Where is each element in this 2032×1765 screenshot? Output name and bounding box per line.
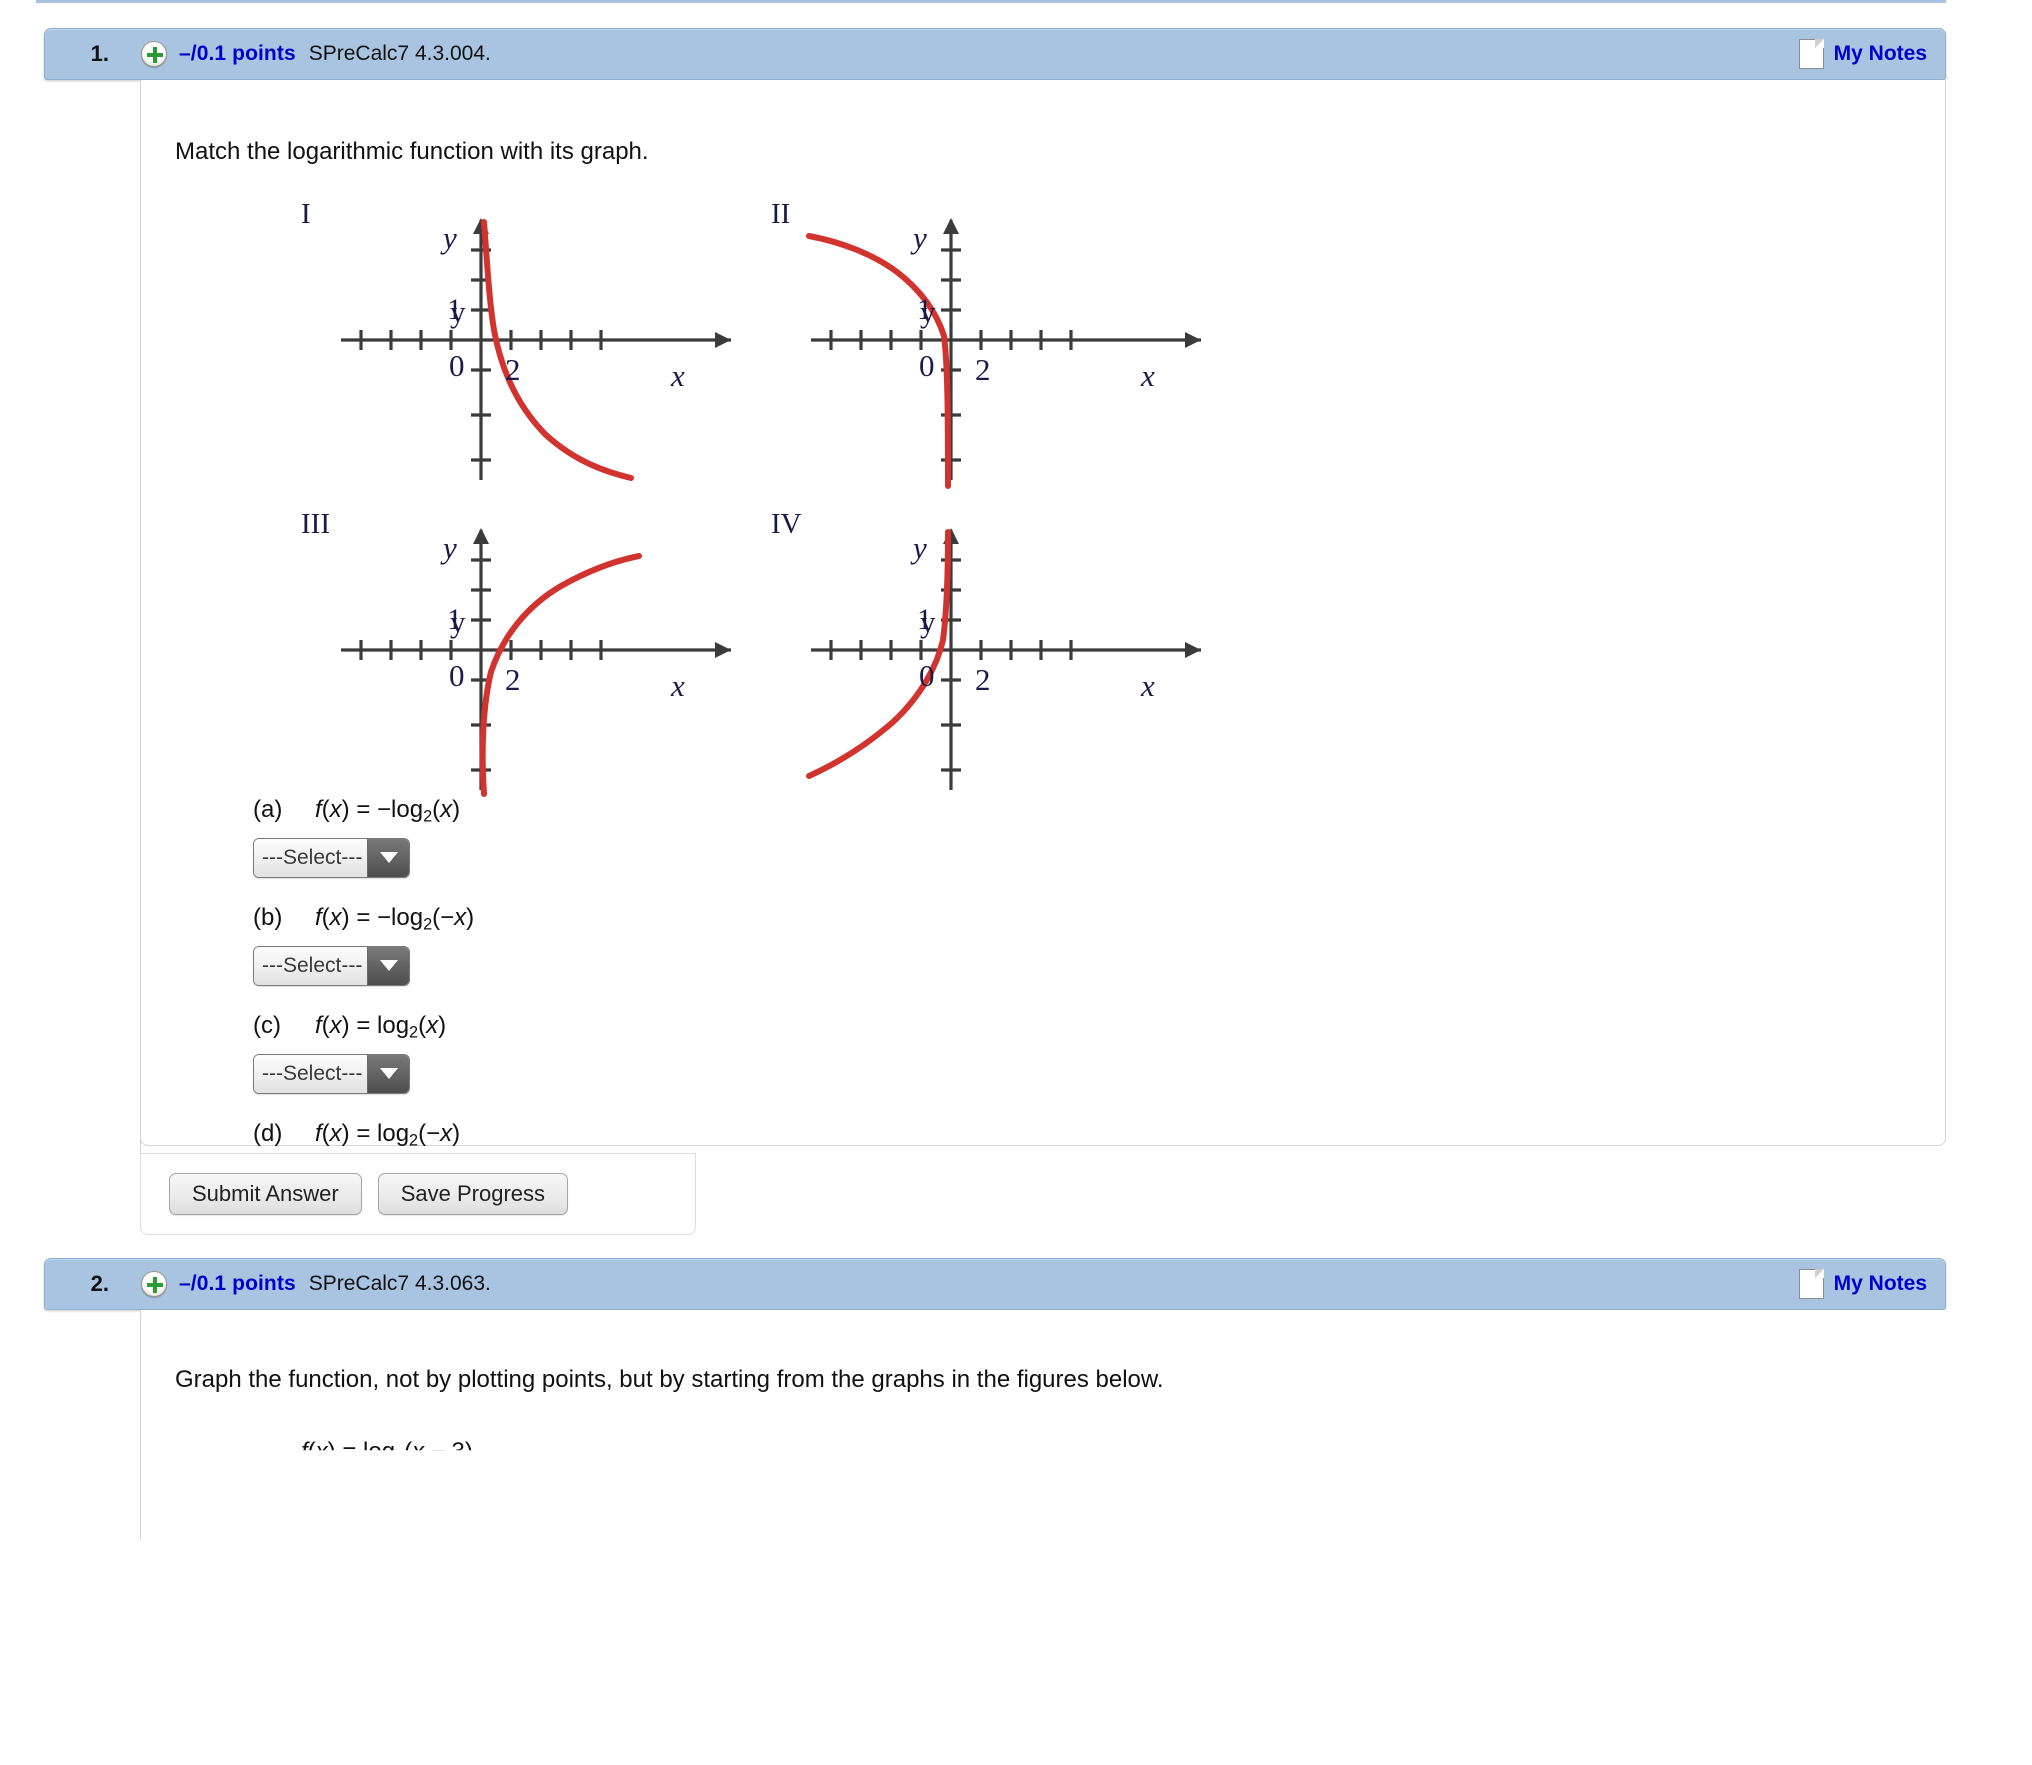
question-header-2: 2. –/0.1 points SPreCalc7 4.3.063. My No… bbox=[44, 1258, 1946, 1310]
graph-svg-I: y 0 y 1 1 1 2 x bbox=[341, 218, 731, 481]
question-prompt: Match the logarithmic function with its … bbox=[175, 138, 649, 165]
my-notes-button[interactable]: My Notes bbox=[1798, 1269, 1927, 1299]
answer-a-letter: (a) bbox=[253, 796, 283, 823]
exercise-code: SPreCalc7 4.3.063. bbox=[308, 1272, 491, 1295]
graph-II-y-axis-label: y bbox=[913, 220, 927, 255]
chevron-down-icon bbox=[367, 1054, 409, 1093]
svg-text:1: 1 bbox=[917, 603, 932, 636]
svg-text:x: x bbox=[1140, 358, 1155, 393]
svg-text:y: y bbox=[920, 604, 936, 639]
answer-a-select-value: ---Select--- bbox=[254, 838, 367, 877]
svg-text:2: 2 bbox=[975, 662, 991, 697]
answer-b-letter: (b) bbox=[253, 904, 283, 931]
svg-text:0: 0 bbox=[919, 348, 935, 383]
answer-c-letter: (c) bbox=[253, 1012, 281, 1039]
svg-text:x: x bbox=[670, 668, 685, 703]
question-number: 2. bbox=[90, 1271, 109, 1296]
svg-text:2: 2 bbox=[505, 662, 521, 697]
answer-item-b: (b) f(x) = −log2(−x) ---Select--- bbox=[253, 904, 474, 986]
answer-d-letter: (d) bbox=[253, 1120, 283, 1147]
my-notes-label: My Notes bbox=[1833, 1272, 1927, 1295]
graph-figures: I bbox=[291, 190, 1351, 800]
svg-text:y: y bbox=[450, 294, 466, 329]
graph-label-II: II bbox=[771, 198, 791, 230]
top-rule bbox=[36, 0, 1946, 3]
expand-plus-icon[interactable] bbox=[141, 41, 167, 67]
graph-figure-I: I bbox=[291, 190, 761, 490]
graph-figure-IV: IV bbox=[761, 500, 1231, 800]
svg-text:0: 0 bbox=[919, 658, 935, 693]
answer-b-label: (b) f(x) = −log2(−x) bbox=[253, 904, 475, 934]
svg-text:1: 1 bbox=[447, 603, 462, 636]
points-value: –/0.1 points bbox=[179, 1272, 296, 1295]
graph-svg-II: y 0 1 2 x bbox=[806, 218, 1201, 489]
answer-a-label: (a) f(x) = −log2(x) bbox=[253, 796, 461, 826]
graph-label-I: I bbox=[301, 198, 311, 230]
graph-svg-III: y 0 1 2 x bbox=[341, 528, 731, 797]
question-block-1: 1. –/0.1 points SPreCalc7 4.3.004. My No… bbox=[44, 28, 1946, 1235]
question-panel-1: Match the logarithmic function with its … bbox=[140, 80, 1946, 1202]
svg-text:0: 0 bbox=[449, 658, 465, 693]
my-notes-button[interactable]: My Notes bbox=[1798, 39, 1927, 69]
answer-item-a: (a) f(x) = −log2(x) ---Select--- bbox=[253, 796, 460, 878]
graph-svg-IV: y 0 1 2 x bbox=[806, 528, 1201, 790]
question-body-1: Match the logarithmic function with its … bbox=[140, 80, 1946, 1202]
exercise-code: SPreCalc7 4.3.004. bbox=[308, 42, 491, 65]
note-page-icon bbox=[1798, 39, 1824, 69]
graph-label-III: III bbox=[301, 508, 330, 540]
question-block-2: 2. –/0.1 points SPreCalc7 4.3.063. My No… bbox=[44, 1258, 1946, 1540]
answer-c-label: (c) f(x) = log2(x) bbox=[253, 1012, 447, 1042]
svg-text:1: 1 bbox=[447, 293, 462, 326]
answer-c-select[interactable]: ---Select--- bbox=[253, 1053, 410, 1094]
my-notes-label: My Notes bbox=[1833, 42, 1927, 65]
graph-IV-y-axis-label: y bbox=[913, 530, 927, 565]
graph-I-y-axis-label: y bbox=[443, 220, 457, 255]
graph-figure-III: III bbox=[291, 500, 761, 800]
svg-text:x: x bbox=[1140, 668, 1155, 703]
question-2-formula-partial: f(x) = log2(x − 3) bbox=[301, 1438, 473, 1468]
svg-text:x: x bbox=[670, 358, 685, 393]
save-progress-button[interactable]: Save Progress bbox=[377, 1173, 569, 1215]
submit-answer-button[interactable]: Submit Answer bbox=[169, 1173, 362, 1215]
question-2-prompt: Graph the function, not by plotting poin… bbox=[175, 1366, 1164, 1393]
svg-text:2: 2 bbox=[975, 352, 991, 387]
expand-plus-icon[interactable] bbox=[141, 1271, 167, 1297]
svg-text:2: 2 bbox=[505, 352, 521, 387]
graph-figure-II: II bbox=[761, 190, 1231, 490]
answer-b-select[interactable]: ---Select--- bbox=[253, 945, 410, 986]
answer-b-select-value: ---Select--- bbox=[254, 946, 367, 985]
svg-text:0: 0 bbox=[449, 348, 465, 383]
points-value: –/0.1 points bbox=[179, 42, 296, 65]
svg-text:y: y bbox=[450, 604, 466, 639]
action-bar-1: Submit Answer Save Progress bbox=[140, 1153, 696, 1235]
chevron-down-icon bbox=[367, 946, 409, 985]
svg-text:1: 1 bbox=[917, 293, 932, 326]
question-number: 1. bbox=[90, 41, 109, 66]
question-header-1: 1. –/0.1 points SPreCalc7 4.3.004. My No… bbox=[44, 28, 1946, 80]
note-page-icon bbox=[1798, 1269, 1824, 1299]
graph-III-y-axis-label: y bbox=[443, 530, 457, 565]
question-body-2: Graph the function, not by plotting poin… bbox=[140, 1310, 1946, 1540]
answer-c-select-value: ---Select--- bbox=[254, 1054, 367, 1093]
answer-item-c: (c) f(x) = log2(x) ---Select--- bbox=[253, 1012, 446, 1094]
svg-text:y: y bbox=[920, 294, 936, 329]
chevron-down-icon bbox=[367, 838, 409, 877]
answer-d-label: (d) f(x) = log2(−x) bbox=[253, 1120, 461, 1150]
answer-a-select[interactable]: ---Select--- bbox=[253, 837, 410, 878]
graph-label-IV: IV bbox=[771, 508, 802, 540]
